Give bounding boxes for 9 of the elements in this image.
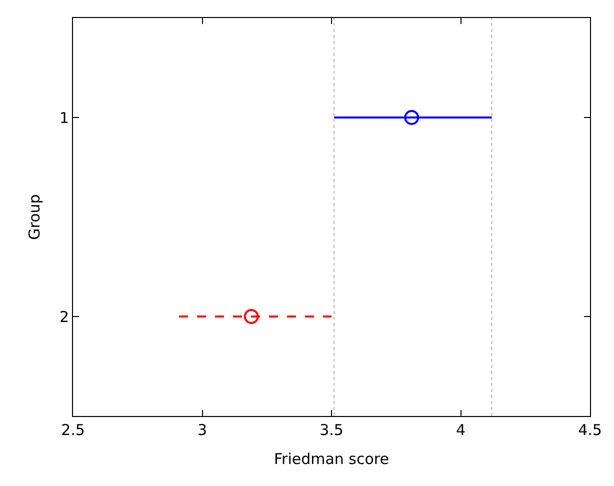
x-tick-label: 3 [197,421,208,439]
x-tick-label: 4.5 [578,421,602,439]
x-tick-label: 4 [456,421,466,439]
x-axis-title: Friedman score [274,450,390,468]
y-tick-label: 1 [59,108,69,127]
y-axis-title: Group [26,194,44,240]
y-tick-label: 2 [59,308,69,326]
x-tick-label: 3.5 [320,421,344,439]
x-tick-label: 2.5 [61,421,85,439]
